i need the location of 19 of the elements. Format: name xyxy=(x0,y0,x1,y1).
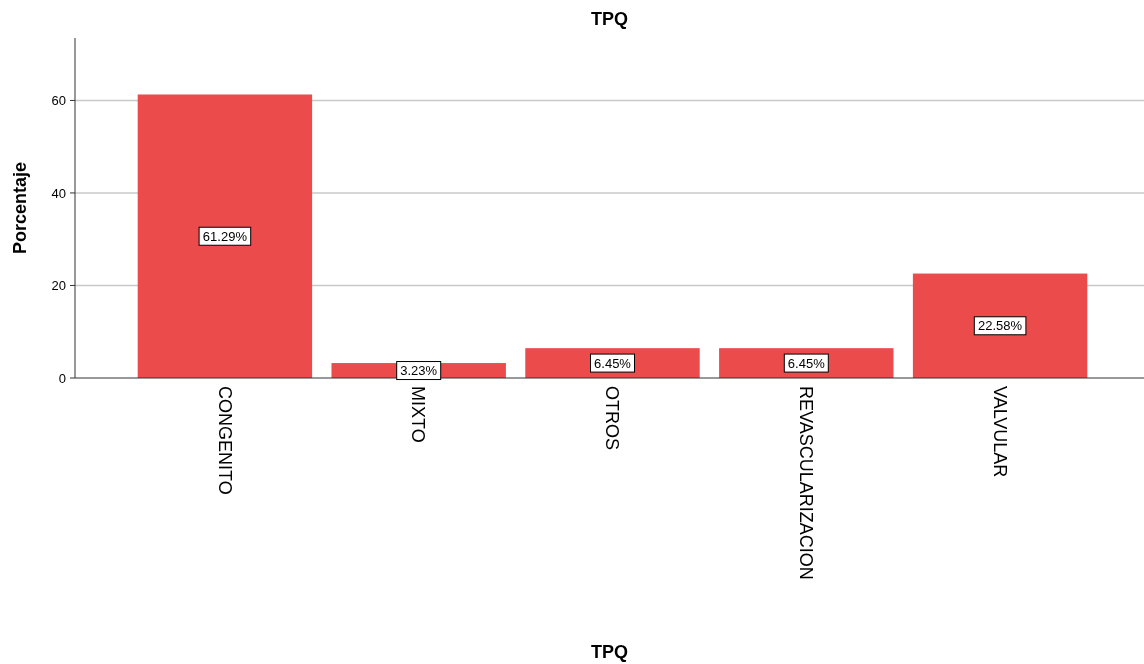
chart-title: TPQ xyxy=(590,9,629,29)
y-axis-title: Porcentaje xyxy=(10,161,30,255)
y-tick-label: 40 xyxy=(51,185,66,201)
x-tick-label: OTROS xyxy=(602,386,623,451)
data-label: 22.58% xyxy=(978,318,1023,334)
data-label: 3.23% xyxy=(400,363,438,379)
x-tick-label: MIXTO xyxy=(408,386,429,443)
bar xyxy=(912,273,1088,378)
y-tick-label: 20 xyxy=(51,278,66,294)
x-tick-label: REVASCULARIZACION xyxy=(796,386,816,580)
data-label: 6.45% xyxy=(594,355,632,371)
y-tick-label: 60 xyxy=(51,93,66,108)
x-tick-label: CONGENITO xyxy=(214,386,235,495)
data-label: 61.29% xyxy=(202,228,248,244)
x-tick-label: VALVULAR xyxy=(989,386,1010,478)
bar xyxy=(137,94,313,378)
x-axis-title: TPQ xyxy=(590,642,629,662)
data-label: 6.45% xyxy=(787,355,826,371)
y-tick-label: 0 xyxy=(58,370,66,386)
